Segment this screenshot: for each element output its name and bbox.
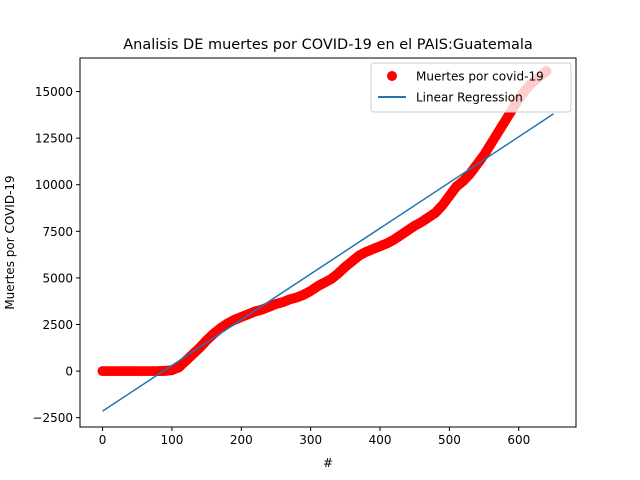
chart-title: Analisis DE muertes por COVID-19 en el P…: [123, 37, 533, 53]
y-tick-label: 2500: [42, 318, 73, 332]
x-axis-label: #: [323, 456, 333, 470]
x-tick-label: 0: [99, 433, 107, 447]
x-tick-label: 300: [299, 433, 322, 447]
series-layer: [97, 66, 554, 412]
y-tick-label: 12500: [35, 132, 73, 146]
legend-label-line: Linear Regression: [416, 91, 523, 105]
x-tick-label: 600: [507, 433, 530, 447]
legend-box: [370, 62, 572, 113]
legend: Muertes por covid-19 Linear Regression: [370, 62, 572, 113]
x-tick-label: 500: [438, 433, 461, 447]
x-tick-label: 200: [230, 433, 253, 447]
x-axis-ticks: 0 100 200 300 400 500 600: [99, 427, 530, 447]
y-tick-label: 10000: [35, 178, 73, 192]
regression-line: [102, 113, 554, 412]
plot-area: [97, 66, 554, 412]
legend-marker-scatter: [387, 71, 397, 81]
y-tick-label: 7500: [42, 225, 73, 239]
legend-label-scatter: Muertes por covid-19: [416, 70, 544, 84]
y-axis-label: Muertes por COVID-19: [3, 175, 17, 309]
y-axis-ticks: −2500 0 2500 5000 7500 10000 12500 15000: [32, 85, 80, 425]
y-tick-label: 0: [65, 365, 73, 379]
y-tick-label: 15000: [35, 85, 73, 99]
y-tick-label: 5000: [42, 271, 73, 285]
y-tick-label: −2500: [32, 411, 73, 425]
x-tick-label: 100: [160, 433, 183, 447]
axes-frame: [79, 57, 577, 428]
x-tick-label: 400: [369, 433, 392, 447]
